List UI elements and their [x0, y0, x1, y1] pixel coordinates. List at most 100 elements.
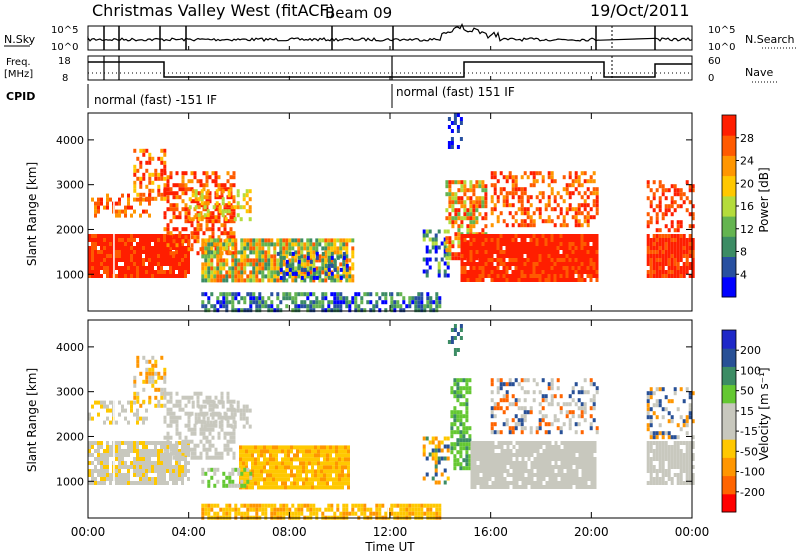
nsky-trace [87, 23, 693, 50]
nsky-tick-high: 10^5 [51, 25, 78, 36]
colorbar-tick-label: 24 [740, 155, 754, 168]
heatmap-region [447, 324, 463, 356]
heatmap-region [460, 234, 599, 282]
nsearch-tick-low: 10^0 [708, 42, 735, 53]
colorbar-swatch [722, 493, 736, 513]
colorbar-tick-label: -100 [740, 466, 765, 479]
x-tick-label: 00:00 [71, 525, 106, 539]
heatmap-region [91, 193, 151, 218]
freq-tick-low: 8 [62, 73, 68, 84]
heatmap-region [239, 445, 350, 490]
colorbar-swatch [722, 135, 736, 156]
colorbar-tick-label: 15 [740, 405, 754, 418]
plot-title: Christmas Valley West (fitACF) [92, 1, 335, 20]
colorbar-tick-label: 20 [740, 177, 754, 190]
heatmap-region [201, 467, 253, 488]
freq-trace [88, 56, 692, 80]
colorbar-swatch [722, 421, 736, 440]
date-label: 19/Oct/2011 [590, 1, 690, 20]
power-data [88, 113, 695, 313]
colorbar-tick-label: 8 [740, 246, 747, 259]
heatmap-region [490, 378, 599, 435]
heatmap-region [470, 441, 597, 489]
y-tick-label: 1000 [56, 475, 84, 488]
x-tick-label: 20:00 [574, 525, 609, 539]
colorbar-tick-label: 12 [740, 223, 754, 236]
data-gap [113, 113, 115, 311]
heatmap-region [490, 171, 599, 228]
colorbar-swatch [722, 402, 736, 422]
heatmap-region [188, 400, 252, 429]
colorbar-swatch [722, 195, 736, 217]
colorbar-tick-label: 100 [740, 364, 761, 377]
heatmap-region [133, 148, 167, 201]
colorbar-swatch [722, 175, 736, 197]
freq-panel: Freq. [MHz] 18 8 60 0 Nave [4, 55, 778, 84]
colorbar-swatch [722, 256, 736, 278]
colorbar-swatch [722, 276, 736, 298]
power-y-axis-label: Slant Range [km] [25, 162, 39, 266]
nsky-label: N.Sky [4, 33, 36, 46]
heatmap-region [201, 503, 442, 520]
colorbar-swatch [722, 330, 736, 349]
velocity-colorbar: -200 -100 -50 -15 15 50 100 200 [721, 329, 765, 513]
colorbar-tick-label: 200 [740, 344, 761, 357]
colorbar-swatch [722, 155, 736, 177]
freq-label: Freq. [6, 57, 31, 68]
heatmap-region [201, 292, 442, 313]
x-tick-label: 04:00 [171, 525, 206, 539]
colorbar-swatch [722, 366, 736, 386]
nave-tick-low: 0 [708, 73, 714, 84]
cpid-row: CPID normal (fast) -151 IF normal (fast)… [6, 84, 515, 108]
colorbar-tick-label: 4 [740, 268, 747, 281]
colorbar-swatch [722, 348, 736, 367]
heatmap-region [447, 113, 463, 149]
velocity-y-ticks: 1000 2000 3000 4000 [56, 341, 692, 488]
data-gap [387, 320, 389, 518]
colorbar-tick-label: -15 [740, 425, 758, 438]
x-tick-label: 12:00 [373, 525, 408, 539]
colorbar-swatch [722, 384, 736, 404]
heatmap-region [646, 234, 695, 278]
power-y-ticks: 1000 2000 3000 4000 [56, 134, 692, 281]
heatmap-region [422, 229, 450, 278]
data-gap [113, 320, 115, 518]
velocity-colorbar-label: Velocity [m s⁻¹] [757, 367, 771, 460]
velocity-y-axis-label: Slant Range [km] [25, 368, 39, 472]
freq-tick-high: 18 [58, 56, 71, 67]
y-tick-label: 4000 [56, 341, 84, 354]
heatmap-region [646, 180, 695, 233]
colorbar-swatch [722, 439, 736, 458]
power-colorbar-label: Power [dB] [757, 167, 771, 232]
colorbar-tick-label: -50 [740, 445, 758, 458]
colorbar-swatch [722, 216, 736, 237]
data-gap [387, 113, 389, 311]
noise-panel: N.Sky 10^5 10^0 10^5 10^0 N.Search [4, 23, 796, 53]
heatmap-region [450, 378, 472, 471]
y-tick-label: 3000 [56, 386, 84, 399]
colorbar-tick-label: 50 [740, 385, 754, 398]
x-ticks: 00:00 04:00 08:00 12:00 16:00 20:00 00:00 [71, 46, 709, 539]
cpid-label: CPID [6, 90, 35, 103]
velocity-data [88, 320, 695, 520]
colorbar-tick-label: 28 [740, 132, 754, 145]
colorbar-swatch [722, 457, 736, 477]
colorbar-swatch [722, 236, 736, 257]
heatmap-region [422, 436, 450, 485]
nave-tick-high: 60 [708, 56, 721, 67]
nsearch-tick-high: 10^5 [708, 25, 735, 36]
y-tick-label: 2000 [56, 223, 84, 236]
nave-label: Nave [745, 66, 773, 79]
beam-label: Beam 09 [325, 4, 392, 22]
y-tick-label: 1000 [56, 268, 84, 281]
power-panel: 1000 2000 3000 4000 Slant Range [km] 4 8 12 16… [25, 112, 771, 313]
colorbar-tick-label: 16 [740, 200, 754, 213]
heatmap-region [188, 189, 252, 222]
cpid-segment-1: normal (fast) -151 IF [94, 93, 217, 107]
nsearch-label: N.Search [745, 33, 795, 46]
x-tick-label: 08:00 [272, 525, 307, 539]
freq-line [88, 61, 692, 78]
y-tick-label: 4000 [56, 134, 84, 147]
